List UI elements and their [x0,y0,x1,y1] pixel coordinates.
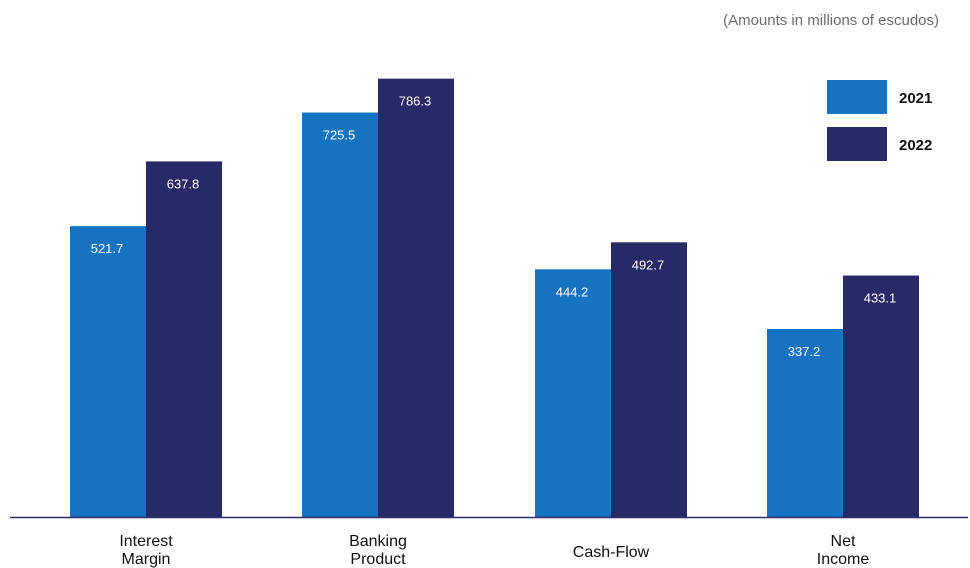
bar-banking-product-2021 [302,112,378,517]
bar-net-income-2022 [843,275,919,517]
legend-label-2021: 2021 [899,90,932,107]
category-label-cash-flow: Cash-Flow [573,544,650,561]
value-label-banking-product-2022: 786.3 [399,94,432,109]
bar-interest-margin-2021 [70,226,146,517]
value-labels-group: 521.7 725.5 444.2 337.2 637.8 786.3 492.7 433.1 [91,94,897,359]
bars-group [70,78,919,517]
bar-cash-flow-2021 [535,269,611,517]
category-labels-group: Interest Margin Banking Product Cash-Flow Net… [119,533,869,568]
bar-net-income-2021 [767,329,843,517]
legend: 2021 2022 [827,80,932,161]
legend-swatch-2022 [827,127,887,161]
value-label-interest-margin-2021: 521.7 [91,241,124,256]
value-label-interest-margin-2022: 637.8 [167,176,200,191]
value-label-cash-flow-2022: 492.7 [632,257,665,272]
bar-banking-product-2022 [378,78,454,517]
units-note: (Amounts in millions of escudos) [723,12,939,29]
value-label-banking-product-2021: 725.5 [323,128,356,143]
category-label-net-income: Net Income [817,533,870,568]
legend-swatch-2021 [827,80,887,114]
bar-interest-margin-2022 [146,161,222,517]
category-label-banking-product: Banking Product [349,533,407,568]
value-label-net-income-2022: 433.1 [864,291,897,306]
category-label-interest-margin: Interest Margin [119,533,173,568]
legend-label-2022: 2022 [899,137,932,154]
value-label-cash-flow-2021: 444.2 [556,284,589,299]
bar-cash-flow-2022 [611,242,687,517]
value-label-net-income-2021: 337.2 [788,344,821,359]
